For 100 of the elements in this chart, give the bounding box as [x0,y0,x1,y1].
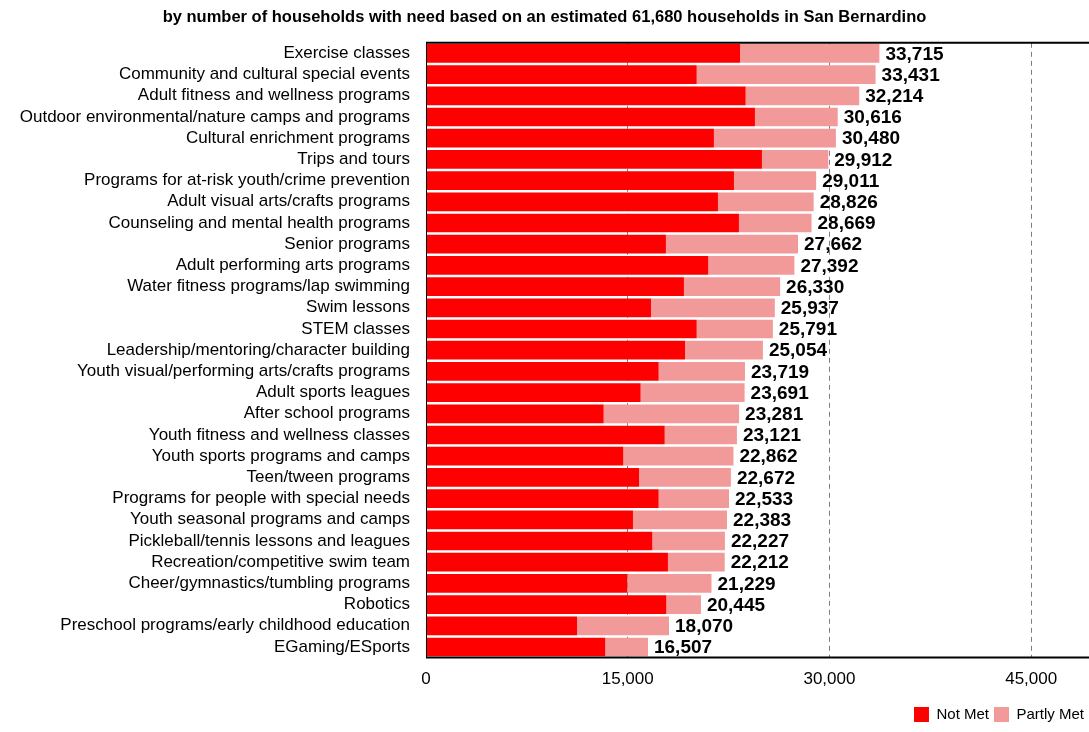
bar [683,277,781,296]
total-label: 22,212 [730,551,789,573]
total-label: 33,715 [885,42,944,64]
x-tick-label: 15,000 [601,669,654,689]
bar [426,319,697,339]
bar [733,171,817,190]
bar [426,107,755,127]
y-tick-label: Preschool programs/early childhood education [60,615,410,635]
bar [639,468,731,487]
y-tick-label: Programs for at-risk youth/crime prevention [84,170,410,190]
bar [426,552,668,572]
y-tick-label: Community and cultural special events [118,64,410,84]
bar [426,192,718,212]
total-label: 20,445 [706,593,766,615]
y-tick-label: Outdoor environmental/nature camps and programs [19,106,410,126]
chart-title: by number of households with need based on an estimated 61,680 households in San Bernardino [162,7,927,26]
bar [426,44,741,63]
bar [426,404,604,424]
bar [761,150,829,169]
bar [426,213,739,233]
bar [577,616,670,636]
bar [426,425,665,445]
bar [745,86,860,106]
bar [426,468,640,487]
y-tick-label: Adult sports leagues [255,382,410,402]
bar [658,362,745,381]
bar [426,86,746,106]
total-label: 22,533 [735,487,794,509]
y-tick-label: Cheer/gymnastics/tumbling programs [128,573,410,593]
y-tick-label: STEM classes [301,318,410,338]
total-label: 18,070 [675,615,734,637]
y-tick-label: Pickleball/tennis lessons and leagues [128,530,410,550]
total-label: 27,392 [800,254,859,276]
bar [426,234,666,254]
total-label: 32,214 [865,85,924,107]
x-tick-label: 30,000 [803,669,856,689]
bar [426,362,659,381]
bar [640,383,745,402]
bar [658,489,730,508]
y-tick-label: Adult performing arts programs [175,255,410,275]
bar [426,574,628,593]
bar [623,446,734,466]
y-tick-label: Cultural enrichment programs [186,127,410,147]
total-label: 16,507 [653,636,713,658]
y-tick-label: Recreation/competitive swim team [151,551,410,571]
bar [650,298,775,318]
bar [426,65,697,84]
y-tick-label: Water fitness programs/lap swimming [127,276,410,296]
bar [740,44,880,63]
total-label: 23,691 [750,381,810,403]
y-tick-label: Trips and tours [297,149,410,169]
total-label: 25,937 [780,297,839,319]
total-label: 30,480 [841,127,901,149]
total-label: 23,719 [750,360,810,382]
bar [605,637,648,657]
total-label: 25,791 [778,318,838,340]
total-label: 27,662 [804,233,863,255]
total-label: 25,054 [768,339,828,361]
bar [426,531,653,551]
bar [667,552,725,572]
bar [426,446,624,466]
bar [426,277,684,296]
bar [603,404,740,424]
bar [426,171,734,190]
y-tick-label: EGaming/ESports [273,636,410,656]
bar [632,510,728,530]
bar [426,340,686,360]
total-label: 22,227 [730,530,790,552]
total-label: 22,862 [739,445,798,467]
y-tick-label: Counseling and mental health programs [108,212,410,232]
legend-label: Partly Met [1016,704,1085,722]
bar [426,150,762,169]
bar [652,531,725,551]
total-label: 30,616 [843,106,902,128]
total-label: 26,330 [786,275,845,297]
total-label: 29,011 [822,169,880,191]
total-label: 23,281 [745,403,804,425]
bar [717,192,814,212]
y-tick-label: Youth fitness and wellness classes [148,424,410,444]
y-tick-label: Teen/tween programs [246,467,410,487]
y-tick-label: Adult fitness and wellness programs [137,85,410,105]
y-tick-label: Youth sports programs and camps [151,445,410,465]
bar [426,637,606,657]
y-tick-label: Youth seasonal programs and camps [129,509,410,529]
bar [666,595,701,614]
bar [685,340,763,360]
bar [708,256,795,275]
y-tick-label: Swim lessons [306,297,410,317]
bar [754,107,838,127]
y-tick-label: After school programs [243,403,410,423]
y-tick-label: Adult visual arts/crafts programs [167,191,410,211]
total-label: 21,229 [717,572,776,594]
bar [426,510,633,530]
bar [426,298,651,318]
total-label: 28,669 [817,212,876,234]
y-tick-label: Senior programs [284,233,410,253]
bar [426,616,578,636]
legend-label: Not Met [936,704,990,722]
total-label: 33,431 [881,63,941,85]
bar [665,234,799,254]
